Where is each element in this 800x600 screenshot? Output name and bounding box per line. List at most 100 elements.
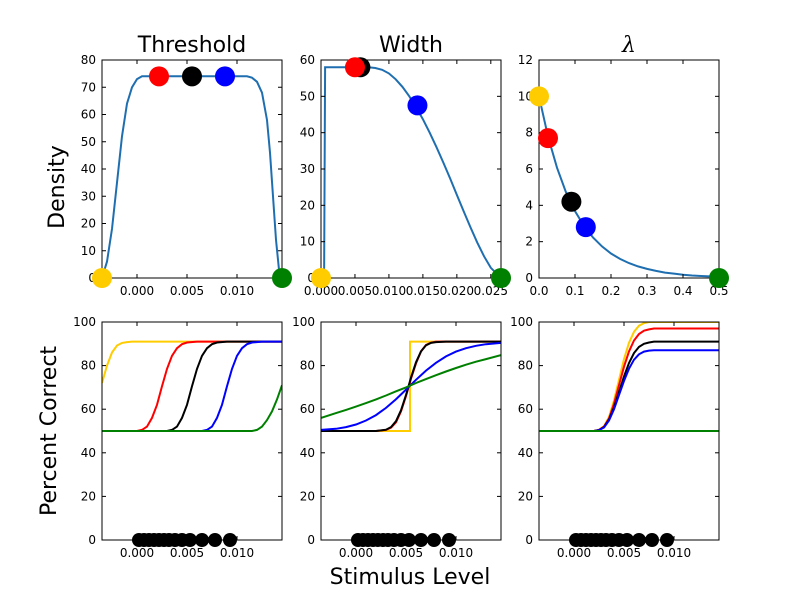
x-tick-label: 0.4 [673, 284, 692, 298]
panel-top-left: 0.0000.0050.01001020304050607080Threshol… [81, 33, 292, 298]
y-tick-label: 4 [525, 198, 533, 212]
data-point [442, 533, 456, 547]
series-line-yellow [539, 322, 719, 432]
marker-yellow [311, 268, 331, 288]
x-tick-label: 0.005 [338, 284, 372, 298]
x-tick-label: 0.000 [304, 284, 338, 298]
panel-title: Threshold [137, 33, 246, 58]
x-tick-label: 0.2 [601, 284, 620, 298]
series-line-red [102, 340, 282, 432]
y-tick-label: 100 [292, 315, 315, 329]
markers [92, 66, 292, 288]
data-point [660, 533, 674, 547]
y-tick-label: 70 [81, 80, 96, 94]
y-tick-label: 80 [518, 359, 533, 373]
y-tick-label: 80 [81, 359, 96, 373]
x-tick-label: 0.000 [120, 546, 154, 560]
y-tick-label: 50 [81, 135, 96, 149]
y-tick-label: 80 [300, 359, 315, 373]
x-tick-label: 0.020 [440, 284, 474, 298]
marker-red [149, 66, 169, 87]
y-tick-label: 30 [81, 189, 96, 203]
data-point [208, 533, 222, 547]
y-tick-label: 0 [525, 533, 533, 547]
x-tick-label: 0.000 [557, 546, 591, 560]
y-tick-label: 30 [300, 162, 315, 176]
series-line-green [102, 384, 282, 432]
y-tick-label: 80 [81, 53, 96, 67]
ylabel-top: Density [45, 145, 70, 229]
marker-yellow [529, 86, 549, 107]
markers [311, 57, 511, 288]
data-point [427, 533, 441, 547]
marker-green [491, 268, 511, 288]
y-tick-label: 10 [300, 235, 315, 249]
data-point [645, 533, 659, 547]
y-tick-label: 60 [81, 108, 96, 122]
y-tick-label: 60 [518, 402, 533, 416]
data-point [632, 533, 646, 547]
panel-bottom-left: 0.000 0.005 0.010 0 20 40 60 80 100 [73, 315, 283, 560]
x-tick-label: 0.0 [529, 284, 548, 298]
y-tick-label: 8 [525, 126, 533, 140]
series-line-black [102, 340, 282, 432]
data-point [620, 533, 634, 547]
series-line-yellow [102, 340, 282, 384]
x-tick-label: 0.010 [220, 546, 254, 560]
data-point [183, 533, 197, 547]
x-tick-label: 0.000 [339, 546, 373, 560]
axes-frame [538, 59, 720, 279]
x-tick-label: 0.005 [170, 546, 204, 560]
panel-bottom-middle: 0.000 0.005 0.010 0 20 40 60 80 100 [292, 315, 502, 560]
y-tick-label: 60 [81, 402, 96, 416]
series-line-blue [102, 340, 282, 432]
panel-bottom-right: 0.000 0.005 0.010 0 20 40 60 80 100 [510, 315, 720, 560]
y-tick-label: 10 [518, 89, 533, 103]
marker-red [538, 128, 558, 149]
y-tick-label: 40 [81, 162, 96, 176]
x-tick-label: 0.010 [439, 546, 473, 560]
y-tick-label: 20 [300, 489, 315, 503]
marker-yellow [92, 268, 112, 288]
y-tick-label: 10 [81, 244, 96, 258]
y-tick-label: 20 [81, 217, 96, 231]
x-tick-label: 0.005 [607, 546, 641, 560]
marker-green [272, 268, 292, 288]
y-tick-label: 20 [518, 489, 533, 503]
data-point [402, 533, 416, 547]
y-tick-label: 20 [81, 489, 96, 503]
panels: 0.0000.0050.01001020304050607080Threshol… [73, 33, 729, 560]
y-tick-label: 40 [518, 446, 533, 460]
panel-top-right: 0.0 0.1 0.2 0.3 0.4 0.5 0 2 4 6 8 10 12 λ [518, 33, 729, 298]
marker-blue [575, 217, 596, 238]
y-tick-label: 60 [300, 53, 315, 67]
x-tick-label: 0.005 [170, 284, 204, 298]
y-tick-label: 0 [525, 271, 533, 285]
data-point [414, 533, 428, 547]
panel-title: λ [621, 33, 636, 58]
axes-frame [101, 59, 283, 279]
series-line-green [321, 354, 501, 419]
x-tick-label: 0.5 [709, 284, 728, 298]
x-tick-label: 0.015 [406, 284, 440, 298]
data-point [195, 533, 209, 547]
y-tick-label: 60 [300, 402, 315, 416]
series-line-black [321, 340, 501, 432]
series-line-blue [539, 349, 719, 432]
y-tick-label: 100 [510, 315, 533, 329]
marker-blue [215, 66, 235, 87]
y-tick-label: 2 [525, 235, 533, 249]
marker-green [709, 268, 729, 288]
y-tick-label: 20 [300, 198, 315, 212]
panel-title: Width [379, 33, 443, 58]
series-line-curve [102, 75, 282, 278]
data-point [223, 533, 237, 547]
panel-top-middle: 0.0000.0050.0100.0150.0200.0250102030405… [300, 33, 511, 298]
marker-red [344, 57, 365, 78]
x-tick-label: 0.010 [220, 284, 254, 298]
y-tick-label: 6 [525, 162, 533, 176]
axes-frame [320, 59, 502, 279]
x-tick-label: 0.010 [657, 546, 691, 560]
ylabel-bottom: Percent Correct [37, 346, 62, 516]
